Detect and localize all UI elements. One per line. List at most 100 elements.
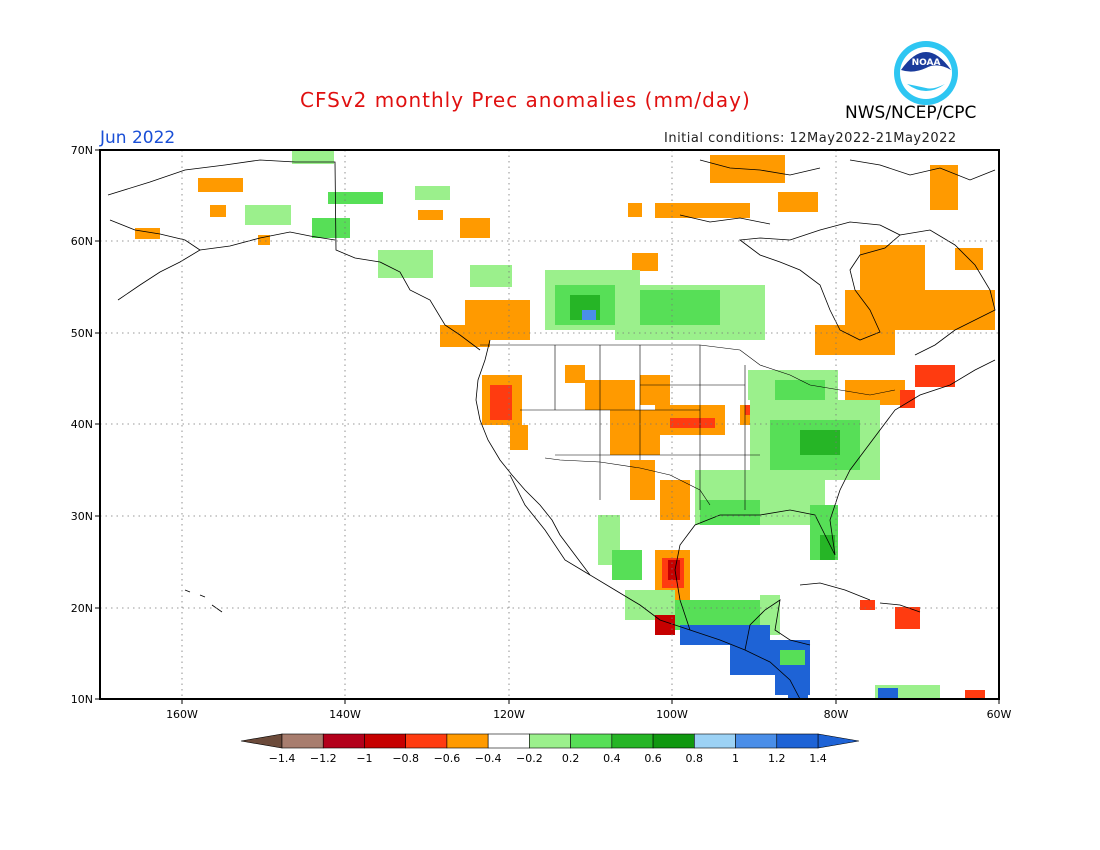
dry-patch [660, 480, 690, 520]
colorbar-swatch [281, 733, 324, 749]
chart-title: CFSv2 monthly Prec anomalies (mm/day) [300, 88, 751, 112]
dry-patch [135, 228, 160, 239]
dry-patch [668, 560, 680, 580]
colorbar-label: −1.4 [269, 752, 296, 765]
axis-ticks [95, 149, 1000, 704]
wet-patch [612, 550, 642, 580]
colorbar-swatch [487, 733, 530, 749]
wet-patch [640, 290, 720, 325]
colorbar-label: 0.4 [603, 752, 621, 765]
colorbar-label: −0.8 [392, 752, 419, 765]
coastlines [107, 159, 996, 700]
lon-label: 100W [656, 708, 688, 721]
dry-patch [510, 425, 528, 450]
graticule [100, 150, 999, 699]
wet-patch [775, 380, 825, 400]
dry-patch [915, 365, 955, 387]
colorbar-label: 1.4 [809, 752, 827, 765]
dry-patch [930, 165, 958, 210]
lat-label: 20N [71, 602, 93, 615]
dry-patch [632, 253, 658, 271]
dry-patch [210, 205, 226, 217]
dry-patch [860, 245, 925, 295]
dry-patch [965, 690, 985, 699]
forecast-month: Jun 2022 [100, 128, 176, 148]
initial-conditions: Initial conditions: 12May2022-21May2022 [664, 131, 957, 146]
noaa-logo-text: NOAA [912, 58, 941, 68]
dry-patch [198, 178, 243, 192]
dry-patch [490, 385, 512, 420]
dry-patch [655, 203, 750, 218]
lat-label: 30N [71, 510, 93, 523]
agency-label: NWS/NCEP/CPC [845, 103, 977, 123]
colorbar-swatch [529, 733, 571, 749]
lat-label: 50N [71, 327, 93, 340]
colorbar-swatch [735, 733, 778, 749]
lon-label: 80W [824, 708, 849, 721]
wet-patch [780, 650, 805, 665]
colorbar-label: −0.2 [516, 752, 543, 765]
colorbar-swatch [652, 733, 695, 749]
dry-patch [628, 203, 642, 217]
wet-patch [312, 218, 350, 238]
lon-label: 60W [987, 708, 1012, 721]
noaa-logo: NOAA [894, 41, 958, 105]
dry-patch [258, 235, 270, 245]
colorbar-label: 0.6 [644, 752, 662, 765]
colorbar-swatch [446, 733, 489, 749]
lat-label: 70N [71, 144, 93, 157]
colorbar-label: −0.4 [475, 752, 502, 765]
wet-patch [292, 150, 334, 164]
colorbar-left-arrow [240, 733, 283, 749]
lon-label: 140W [329, 708, 361, 721]
dry-patch [460, 218, 490, 238]
dry-patch [585, 380, 635, 410]
dry-patch [778, 192, 818, 212]
lon-label: 160W [166, 708, 198, 721]
colorbar-swatch [364, 733, 406, 749]
wet-patch [800, 430, 840, 455]
colorbar-swatch [405, 733, 448, 749]
lat-label: 60N [71, 235, 93, 248]
wet-patch [245, 205, 291, 225]
wet-patch [820, 535, 835, 560]
wet-patch [700, 500, 760, 525]
colorbar-label: 0.8 [686, 752, 704, 765]
lat-label: 10N [71, 693, 93, 706]
dry-patch [610, 410, 660, 455]
colorbar-label: −0.6 [434, 752, 461, 765]
dry-patch [640, 375, 670, 405]
lat-label: 40N [71, 418, 93, 431]
dry-patch [895, 607, 920, 629]
wet-patch [470, 265, 512, 287]
dry-patch [565, 365, 585, 383]
dry-patch [418, 210, 443, 220]
dry-patch [440, 325, 490, 347]
dry-patch [900, 390, 915, 408]
dry-patch [630, 460, 655, 500]
wet-patch [378, 250, 433, 278]
colorbar-label: 1.2 [768, 752, 786, 765]
wet-patch [328, 192, 383, 204]
colorbar-right-arrow [817, 733, 860, 749]
lon-label: 120W [493, 708, 525, 721]
colorbar-swatch [322, 733, 365, 749]
colorbar-label: 0.2 [562, 752, 580, 765]
dry-patch [815, 325, 895, 355]
wet-patch [878, 688, 898, 699]
colorbar-label: −1 [356, 752, 372, 765]
dry-patch [845, 290, 995, 330]
dry-patch [670, 418, 715, 428]
wet-patch [582, 310, 596, 320]
colorbar-swatch [570, 733, 613, 749]
colorbar-label: −1.2 [310, 752, 337, 765]
political-borders [480, 344, 896, 510]
dry-patch [860, 600, 875, 610]
wet-patch [415, 186, 450, 200]
colorbar-swatch [694, 733, 736, 749]
colorbar-swatch [776, 733, 819, 749]
colorbar-label: 1 [732, 752, 739, 765]
colorbar: −1.4 −1.2 −1 −0.8 −0.6 −0.4 −0.2 0.2 0.4 0.6 0.8 1 1… [240, 733, 860, 765]
colorbar-swatch [611, 733, 654, 749]
